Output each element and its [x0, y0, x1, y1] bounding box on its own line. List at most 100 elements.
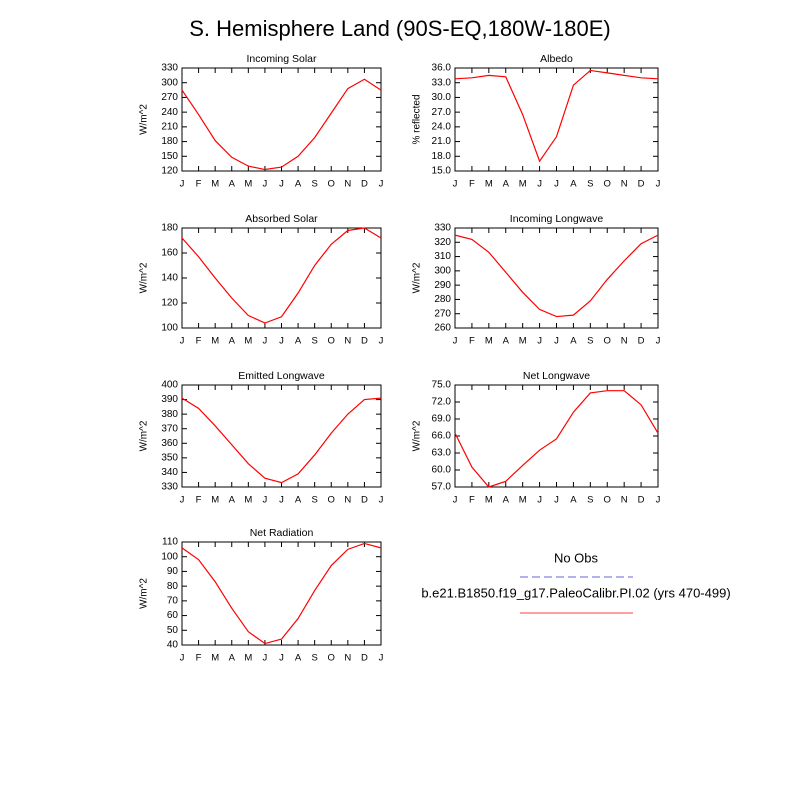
x-tick-label: O: [328, 495, 335, 506]
x-tick-label: O: [328, 179, 335, 190]
x-tick-label: J: [379, 495, 384, 506]
x-tick-label: J: [537, 179, 542, 190]
y-tick-label: 21.0: [432, 136, 452, 147]
x-tick-label: A: [503, 179, 510, 190]
y-axis-label: W/m^2: [139, 104, 150, 135]
x-tick-label: O: [328, 336, 335, 347]
x-tick-label: D: [638, 179, 645, 190]
data-line: [181, 78, 382, 171]
y-tick-label: 69.0: [432, 414, 452, 425]
y-tick-label: 100: [161, 551, 178, 562]
x-tick-label: J: [180, 495, 185, 506]
x-tick-label: S: [311, 653, 317, 664]
panel-title: Albedo: [540, 53, 573, 65]
plot-frame: [454, 67, 659, 172]
y-tick-label: 120: [161, 298, 178, 309]
panel-title: Incoming Solar: [246, 53, 317, 65]
x-tick-label: M: [485, 336, 493, 347]
x-tick-label: A: [503, 495, 510, 506]
y-tick-label: 72.0: [432, 397, 452, 408]
x-tick-label: J: [554, 179, 559, 190]
x-tick-label: S: [311, 495, 317, 506]
x-tick-label: F: [196, 495, 202, 506]
y-tick-label: 24.0: [432, 121, 452, 132]
y-tick-label: 40: [167, 640, 179, 651]
y-tick-label: 30.0: [432, 92, 452, 103]
y-tick-label: 370: [161, 423, 178, 434]
y-tick-label: 66.0: [432, 431, 452, 442]
x-tick-label: D: [638, 495, 645, 506]
x-tick-label: M: [244, 653, 252, 664]
y-axis-label: W/m^2: [139, 578, 150, 609]
y-tick-label: 330: [161, 482, 178, 493]
x-tick-label: J: [379, 179, 384, 190]
y-tick-label: 18.0: [432, 151, 452, 162]
data-line: [454, 69, 659, 163]
y-tick-label: 100: [161, 323, 178, 334]
y-tick-label: 110: [162, 537, 178, 548]
x-tick-label: J: [453, 179, 458, 190]
y-tick-label: 75.0: [432, 380, 452, 391]
x-tick-label: J: [180, 653, 185, 664]
y-tick-label: 260: [434, 323, 451, 334]
x-tick-label: A: [229, 336, 236, 347]
plot-frame: [181, 541, 382, 646]
x-tick-label: J: [453, 336, 458, 347]
y-tick-label: 240: [161, 107, 178, 118]
x-tick-label: A: [295, 495, 302, 506]
x-tick-label: D: [361, 336, 368, 347]
legend-label: No Obs: [554, 550, 599, 565]
x-tick-label: A: [295, 179, 302, 190]
x-tick-label: A: [229, 179, 236, 190]
x-tick-label: S: [311, 336, 317, 347]
x-tick-label: N: [344, 495, 351, 506]
x-tick-label: A: [570, 179, 577, 190]
x-tick-label: M: [519, 495, 527, 506]
x-tick-label: M: [211, 336, 219, 347]
y-tick-label: 280: [434, 294, 451, 305]
x-tick-label: F: [196, 653, 202, 664]
panel-title: Net Radiation: [250, 527, 314, 539]
plot-frame: [454, 384, 659, 488]
y-tick-label: 270: [434, 308, 451, 319]
y-tick-label: 300: [434, 265, 451, 276]
y-tick-label: 140: [161, 273, 178, 284]
x-tick-label: J: [379, 653, 384, 664]
legend-label: b.e21.B1850.f19_g17.PaleoCalibr.PI.02 (y…: [421, 585, 730, 600]
y-tick-label: 60.0: [432, 465, 452, 476]
y-tick-label: 270: [161, 92, 178, 103]
x-tick-label: M: [244, 495, 252, 506]
x-tick-label: J: [554, 336, 559, 347]
x-tick-label: J: [263, 495, 268, 506]
x-tick-label: M: [519, 336, 527, 347]
x-tick-label: N: [621, 336, 628, 347]
y-tick-label: 63.0: [432, 448, 452, 459]
x-tick-label: M: [244, 336, 252, 347]
x-tick-label: S: [587, 179, 593, 190]
plot-frame: [454, 227, 659, 329]
y-tick-label: 33.0: [432, 77, 452, 88]
y-tick-label: 300: [161, 77, 178, 88]
x-tick-label: J: [379, 336, 384, 347]
x-tick-label: F: [469, 336, 475, 347]
y-axis-label: W/m^2: [412, 262, 423, 293]
y-tick-label: 390: [161, 394, 178, 405]
panel-title: Net Longwave: [523, 370, 590, 382]
panel-title: Emitted Longwave: [238, 370, 325, 382]
x-tick-label: J: [279, 495, 284, 506]
x-tick-label: M: [211, 179, 219, 190]
x-tick-label: N: [344, 179, 351, 190]
y-axis-label: W/m^2: [412, 420, 423, 451]
y-tick-label: 330: [161, 63, 178, 74]
x-tick-label: J: [279, 653, 284, 664]
x-tick-label: S: [311, 179, 317, 190]
y-tick-label: 350: [161, 452, 178, 463]
y-tick-label: 36.0: [432, 63, 452, 74]
y-axis-label: % reflected: [412, 94, 423, 144]
x-tick-label: J: [537, 336, 542, 347]
y-tick-label: 180: [161, 136, 178, 147]
plot-frame: [181, 384, 382, 488]
x-tick-label: J: [554, 495, 559, 506]
y-axis-label: W/m^2: [139, 420, 150, 451]
